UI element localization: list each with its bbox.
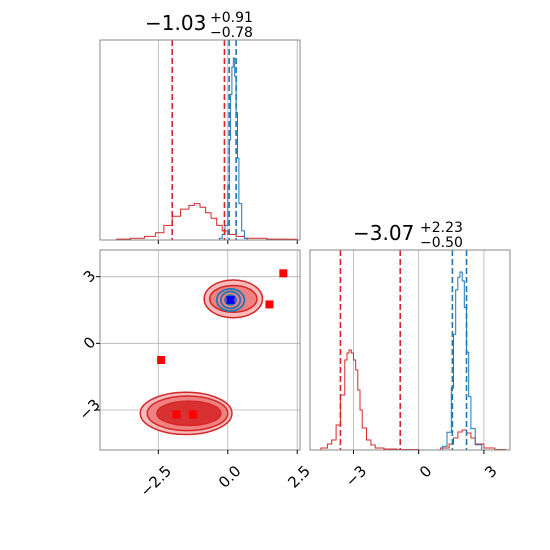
blue-contour (219, 290, 242, 310)
blue-histogram (436, 271, 483, 451)
x-tick-label: −3 (342, 462, 370, 490)
marginal-y-title: −3.07 +2.23 −0.50 (353, 220, 463, 251)
red-histogram (314, 349, 507, 451)
panel-marginal-y: −3 0 3 (309, 249, 511, 490)
marginal-y-frame (309, 249, 511, 451)
red-point (279, 269, 288, 278)
marginal-x-title-plus: +0.91 (210, 10, 253, 26)
blue-contour (215, 287, 246, 313)
marginal-x-frame (99, 39, 301, 241)
marginal-y-title-minus: −0.50 (420, 235, 463, 251)
panel-marginal-x (99, 39, 301, 244)
marginal-x-title: −1.03 +0.91 −0.78 (145, 10, 253, 41)
x-tick-label: 2.5 (284, 462, 314, 492)
blue-point (226, 296, 235, 304)
joint-frame (99, 249, 301, 451)
panel-joint-2d: −2.5 0.0 2.5−303 (75, 249, 314, 501)
red-point (157, 356, 166, 364)
marginal-y-title-main: −3.07 (353, 221, 414, 245)
marginal-y-title-plus: +2.23 (420, 220, 463, 236)
marginal-x-title-main: −1.03 (145, 11, 206, 35)
red-contour (156, 400, 222, 427)
x-tick-label: −2.5 (137, 462, 175, 500)
red-histogram (102, 203, 298, 241)
x-tick-label: 0.0 (215, 462, 245, 492)
marginal-x-title-minus: −0.78 (210, 25, 253, 41)
red-point (172, 410, 181, 419)
x-tick-label: 0 (416, 462, 435, 481)
red-point (265, 300, 274, 309)
blue-contour (224, 294, 238, 306)
x-tick-label: 3 (481, 462, 500, 481)
red-point (189, 410, 198, 419)
blue-histogram (216, 57, 248, 241)
